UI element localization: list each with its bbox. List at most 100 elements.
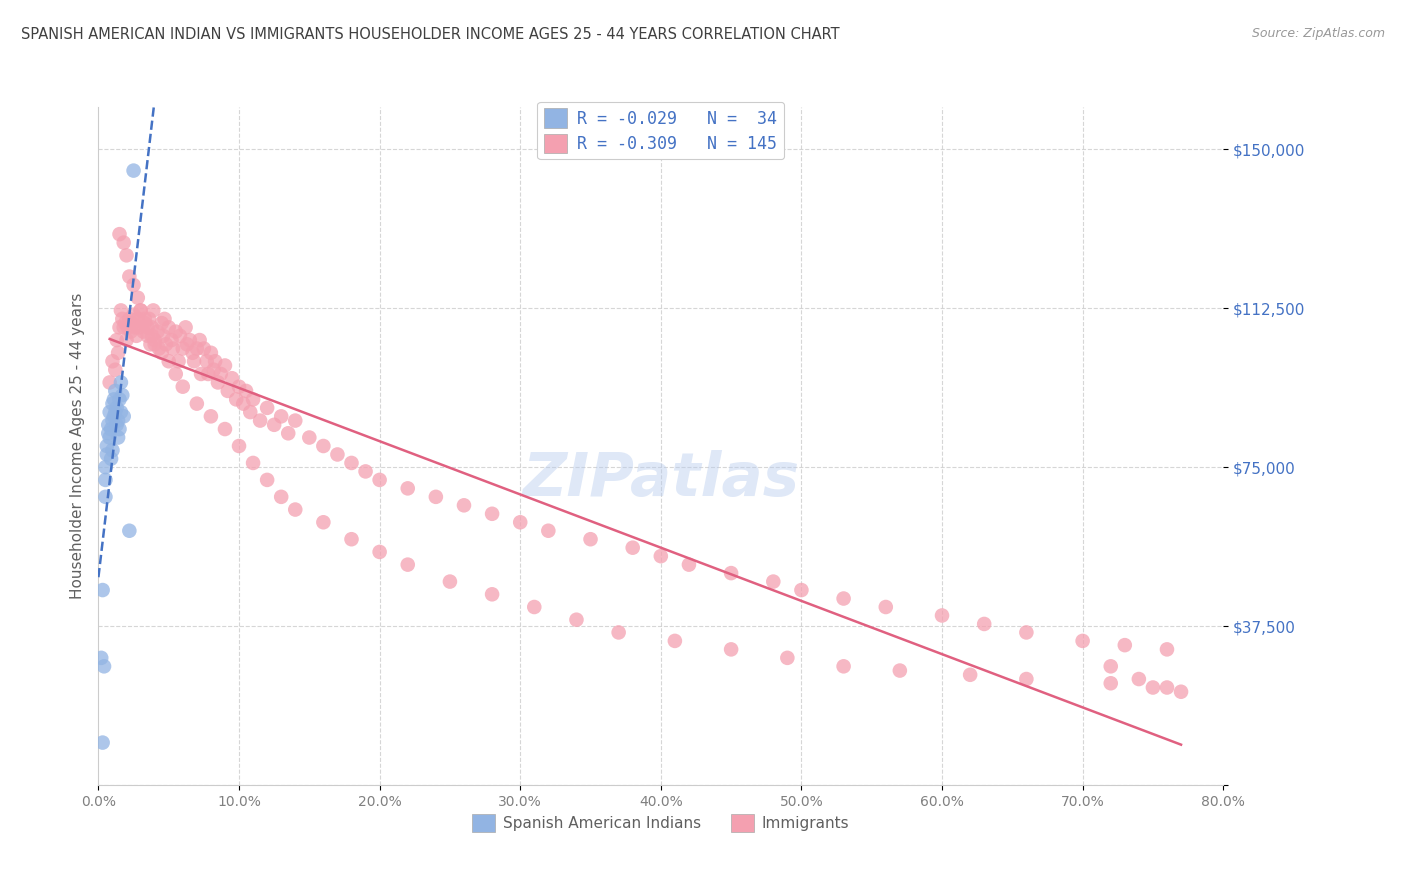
Point [214, 359, 236, 373]
Point [228, 380, 250, 394]
Point [136, 328, 159, 343]
Point [204, 354, 226, 368]
Point [136, 320, 159, 334]
Point [523, 599, 546, 614]
Y-axis label: Householder Income Ages 25 - 44 years: Householder Income Ages 25 - 44 years [69, 293, 84, 599]
Point [97, 417, 120, 432]
Point [143, 337, 166, 351]
Point [155, 337, 177, 351]
Point [172, 342, 194, 356]
Point [132, 325, 155, 339]
Point [481, 507, 503, 521]
Point [104, 384, 127, 398]
Point [202, 362, 225, 376]
Point [90, 651, 112, 665]
Point [110, 303, 132, 318]
Point [96, 439, 118, 453]
Point [225, 392, 247, 407]
Point [94, 473, 117, 487]
Point [103, 409, 125, 424]
Point [118, 312, 141, 326]
Point [1015, 625, 1038, 640]
Point [481, 587, 503, 601]
Point [142, 303, 165, 318]
Point [1099, 676, 1122, 690]
Point [157, 320, 180, 334]
Point [153, 312, 176, 326]
Point [127, 312, 149, 326]
Point [129, 303, 152, 318]
Point [104, 405, 127, 419]
Point [973, 617, 995, 632]
Point [100, 422, 122, 436]
Point [122, 277, 145, 292]
Point [228, 439, 250, 453]
Point [209, 367, 232, 381]
Point [396, 482, 419, 496]
Point [931, 608, 953, 623]
Point [165, 325, 187, 339]
Point [650, 549, 672, 564]
Point [1114, 638, 1136, 652]
Point [91, 583, 114, 598]
Point [249, 414, 271, 428]
Point [134, 316, 156, 330]
Point [110, 405, 132, 419]
Point [889, 664, 911, 678]
Point [1071, 633, 1094, 648]
Point [129, 303, 152, 318]
Point [214, 422, 236, 436]
Point [235, 384, 257, 398]
Point [101, 414, 124, 428]
Point [1142, 681, 1164, 695]
Point [832, 591, 855, 606]
Point [354, 464, 377, 478]
Legend: Spanish American Indians, Immigrants: Spanish American Indians, Immigrants [465, 807, 856, 838]
Point [1156, 681, 1178, 695]
Point [128, 320, 150, 334]
Point [193, 342, 215, 356]
Point [115, 248, 138, 262]
Point [239, 405, 262, 419]
Point [270, 490, 292, 504]
Point [340, 456, 363, 470]
Point [607, 625, 630, 640]
Point [94, 460, 117, 475]
Point [1128, 672, 1150, 686]
Text: Source: ZipAtlas.com: Source: ZipAtlas.com [1251, 27, 1385, 40]
Point [118, 524, 141, 538]
Point [270, 409, 292, 424]
Point [832, 659, 855, 673]
Point [105, 333, 128, 347]
Point [776, 651, 799, 665]
Point [181, 345, 204, 359]
Point [94, 490, 117, 504]
Point [152, 328, 174, 343]
Point [537, 524, 560, 538]
Point [959, 667, 981, 681]
Point [108, 227, 131, 241]
Point [148, 342, 170, 356]
Point [664, 633, 686, 648]
Point [107, 345, 129, 359]
Point [242, 392, 264, 407]
Point [174, 320, 197, 334]
Point [138, 312, 160, 326]
Point [183, 354, 205, 368]
Point [186, 342, 208, 356]
Point [256, 401, 278, 415]
Point [509, 515, 531, 529]
Point [1015, 672, 1038, 686]
Point [326, 447, 349, 462]
Point [101, 396, 124, 410]
Point [1156, 642, 1178, 657]
Point [98, 405, 121, 419]
Point [312, 515, 335, 529]
Point [790, 583, 813, 598]
Point [720, 566, 742, 581]
Point [453, 498, 475, 512]
Point [98, 376, 121, 390]
Point [242, 456, 264, 470]
Point [621, 541, 644, 555]
Point [150, 345, 173, 359]
